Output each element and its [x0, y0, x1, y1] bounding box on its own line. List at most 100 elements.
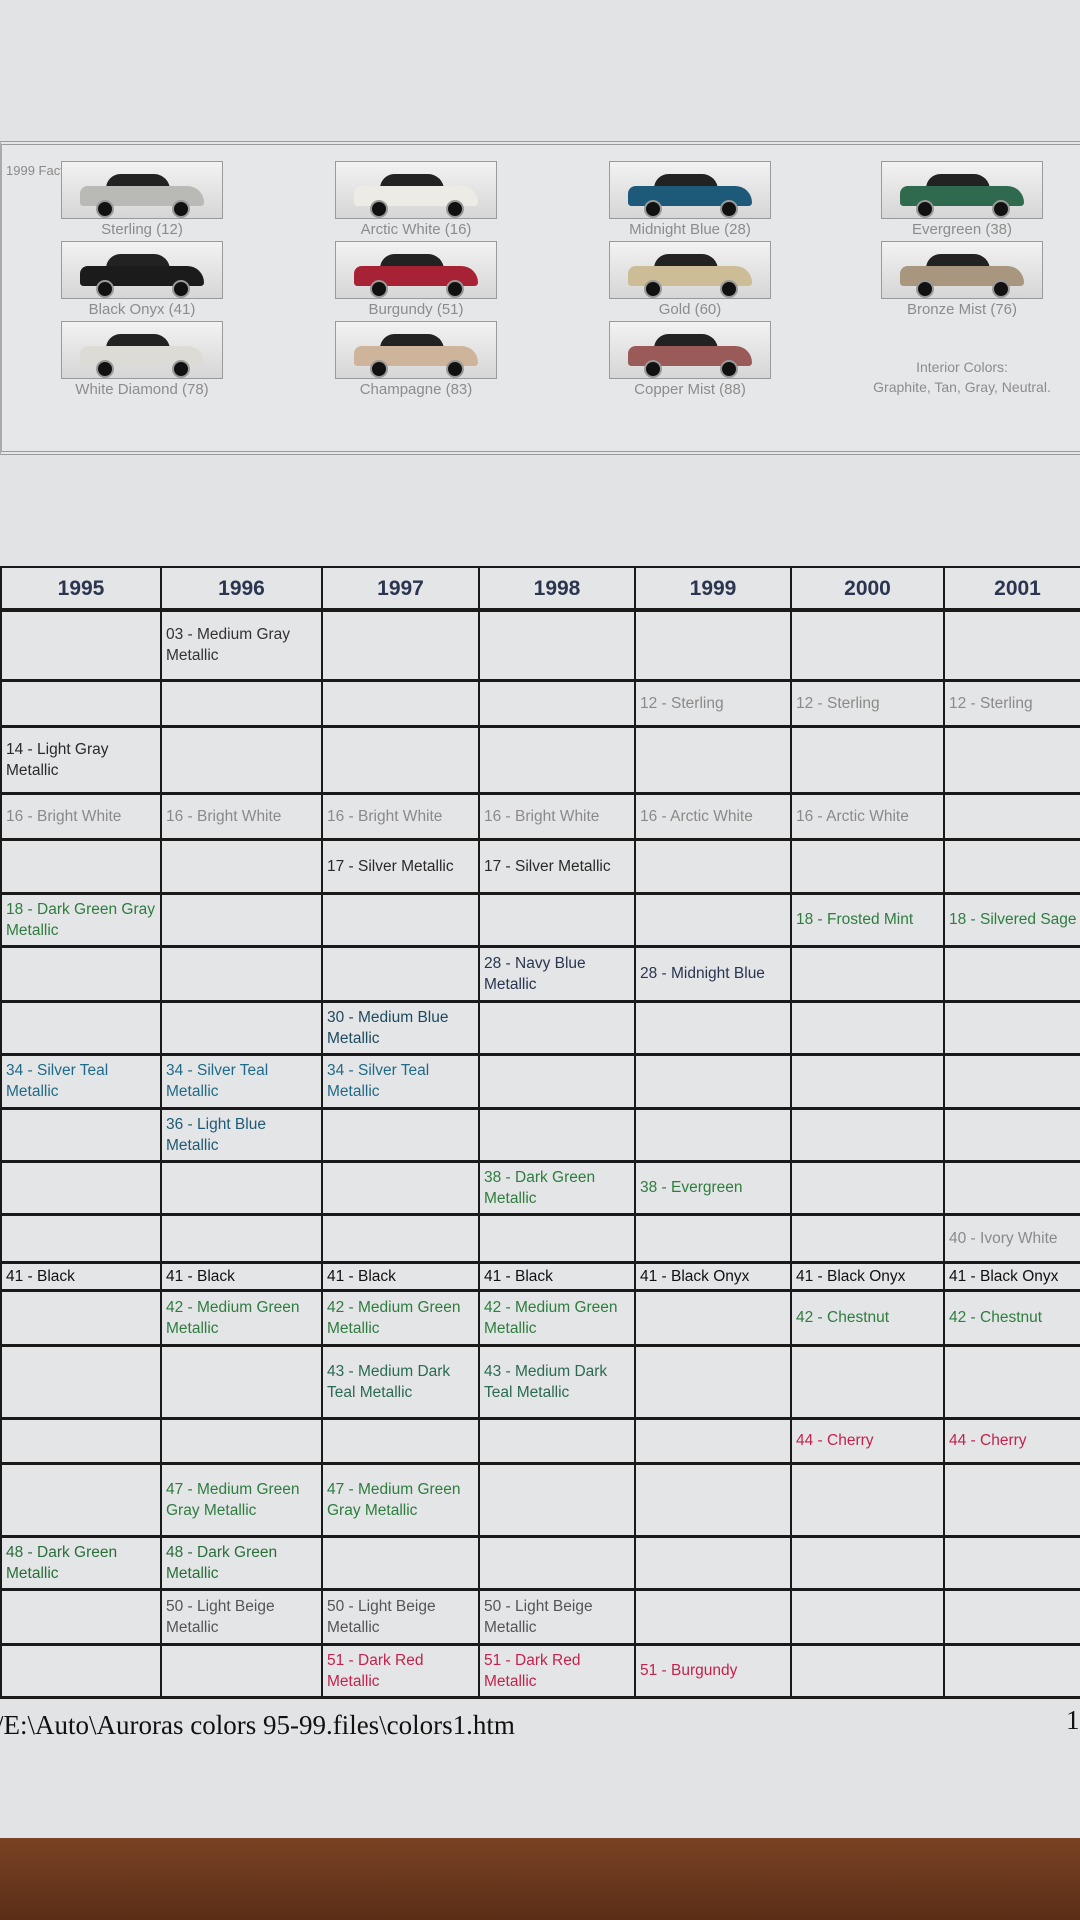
year-header: 2001	[943, 566, 1080, 612]
year-header: 1997	[321, 566, 480, 612]
color-cell	[0, 838, 162, 895]
car-color-swatch: Evergreen (38)	[881, 161, 1043, 238]
color-cell: 36 - Light Blue Metallic	[160, 1107, 323, 1163]
table-row: 47 - Medium Green Gray Metallic 47 - Medi…	[0, 1462, 1080, 1538]
color-cell: 42 - Medium Green Metallic	[478, 1289, 636, 1347]
color-cell: 42 - Chestnut	[943, 1289, 1080, 1347]
color-cell	[634, 1107, 792, 1163]
color-cell: 41 - Black	[160, 1261, 323, 1292]
color-cell: 41 - Black Onyx	[634, 1261, 792, 1292]
color-cell	[790, 1053, 945, 1110]
color-cell	[634, 1588, 792, 1646]
color-cell	[634, 1344, 792, 1420]
car-image	[881, 161, 1043, 219]
car-image	[335, 241, 497, 299]
color-cell	[943, 1160, 1080, 1216]
color-cell	[790, 609, 945, 682]
car-color-swatch: Bronze Mist (76)	[881, 241, 1043, 318]
color-cell	[160, 1344, 323, 1420]
color-cell	[0, 1107, 162, 1163]
table-row: 42 - Medium Green Metallic 42 - Medium Gr…	[0, 1289, 1080, 1347]
color-history-table: 1995 1996 1997 1998 1999 2000 2001 03 - Medium…	[0, 566, 1080, 1699]
color-cell	[634, 1535, 792, 1591]
car-color-label: Black Onyx (41)	[88, 301, 196, 318]
table-row: 17 - Silver Metallic 17 - Silver Metallic	[0, 838, 1080, 895]
color-cell: 34 - Silver Teal Metallic	[321, 1053, 480, 1110]
color-cell	[321, 679, 480, 728]
car-image	[881, 241, 1043, 299]
color-cell	[943, 725, 1080, 795]
file-path-footer: /E:\Auto\Auroras colors 95-99.files\colo…	[0, 1710, 515, 1740]
year-header: 1998	[478, 566, 636, 612]
color-cell: 30 - Medium Blue Metallic	[321, 1000, 480, 1056]
color-cell	[478, 679, 636, 728]
color-cell: 50 - Light Beige Metallic	[478, 1588, 636, 1646]
color-cell	[943, 792, 1080, 841]
color-cell: 34 - Silver Teal Metallic	[0, 1053, 162, 1110]
table-row: 38 - Dark Green Metallic 38 - Evergreen	[0, 1160, 1080, 1216]
color-cell: 42 - Medium Green Metallic	[160, 1289, 323, 1347]
color-cell: 16 - Bright White	[0, 792, 162, 841]
color-cell	[634, 1417, 792, 1465]
color-cell	[0, 609, 162, 682]
color-cell	[0, 1643, 162, 1699]
table-row: 50 - Light Beige Metallic 50 - Light Beig…	[0, 1588, 1080, 1646]
color-cell: 44 - Cherry	[790, 1417, 945, 1465]
color-cell: 44 - Cherry	[943, 1417, 1080, 1465]
color-cell	[943, 838, 1080, 895]
color-cell: 51 - Dark Red Metallic	[478, 1643, 636, 1699]
color-cell	[478, 609, 636, 682]
table-row: 12 - Sterling 12 - Sterling 12 - Sterling	[0, 679, 1080, 728]
color-cell	[634, 838, 792, 895]
color-cell: 42 - Chestnut	[790, 1289, 945, 1347]
car-color-label: Bronze Mist (76)	[906, 301, 1018, 318]
color-cell	[478, 1462, 636, 1538]
table-row: 28 - Navy Blue Metallic 28 - Midnight Blu…	[0, 945, 1080, 1003]
color-cell	[160, 1000, 323, 1056]
color-cell	[478, 1107, 636, 1163]
color-cell	[321, 945, 480, 1003]
car-image	[609, 241, 771, 299]
color-cell	[478, 1535, 636, 1591]
color-cell	[790, 1213, 945, 1264]
color-cell: 50 - Light Beige Metallic	[321, 1588, 480, 1646]
color-cell: 43 - Medium Dark Teal Metallic	[478, 1344, 636, 1420]
color-cell	[790, 725, 945, 795]
car-color-label: Evergreen (38)	[911, 221, 1013, 238]
car-color-swatch: Sterling (12)	[61, 161, 223, 238]
table-row: 44 - Cherry 44 - Cherry	[0, 1417, 1080, 1465]
color-cell	[634, 1289, 792, 1347]
color-cell: 41 - Black Onyx	[943, 1261, 1080, 1292]
color-cell	[0, 1462, 162, 1538]
color-cell	[160, 1643, 323, 1699]
color-cell	[160, 1417, 323, 1465]
table-row: 34 - Silver Teal Metallic 34 - Silver Tea…	[0, 1053, 1080, 1110]
color-cell	[321, 1213, 480, 1264]
color-cell: 41 - Black	[0, 1261, 162, 1292]
color-cell: 17 - Silver Metallic	[321, 838, 480, 895]
color-cell	[790, 945, 945, 1003]
color-cell: 50 - Light Beige Metallic	[160, 1588, 323, 1646]
color-cell	[943, 1588, 1080, 1646]
color-cell	[634, 1462, 792, 1538]
car-color-label: White Diamond (78)	[75, 381, 209, 398]
car-color-swatch: Arctic White (16)	[335, 161, 497, 238]
table-row: 30 - Medium Blue Metallic	[0, 1000, 1080, 1056]
year-header: 2000	[790, 566, 945, 612]
factory-colors-panel: 1999 Factory Colors Sterling (12) Arctic…	[0, 141, 1080, 455]
color-cell	[634, 1213, 792, 1264]
car-color-swatch: White Diamond (78)	[61, 321, 223, 398]
car-image	[609, 161, 771, 219]
color-cell	[478, 1213, 636, 1264]
color-cell: 28 - Midnight Blue	[634, 945, 792, 1003]
car-color-swatch: Black Onyx (41)	[61, 241, 223, 318]
color-cell	[321, 1535, 480, 1591]
car-color-swatch: Midnight Blue (28)	[609, 161, 771, 238]
color-cell	[0, 1213, 162, 1264]
color-cell	[790, 838, 945, 895]
color-cell: 16 - Arctic White	[790, 792, 945, 841]
car-image	[61, 161, 223, 219]
color-cell	[321, 725, 480, 795]
color-cell	[478, 1417, 636, 1465]
color-cell	[790, 1107, 945, 1163]
